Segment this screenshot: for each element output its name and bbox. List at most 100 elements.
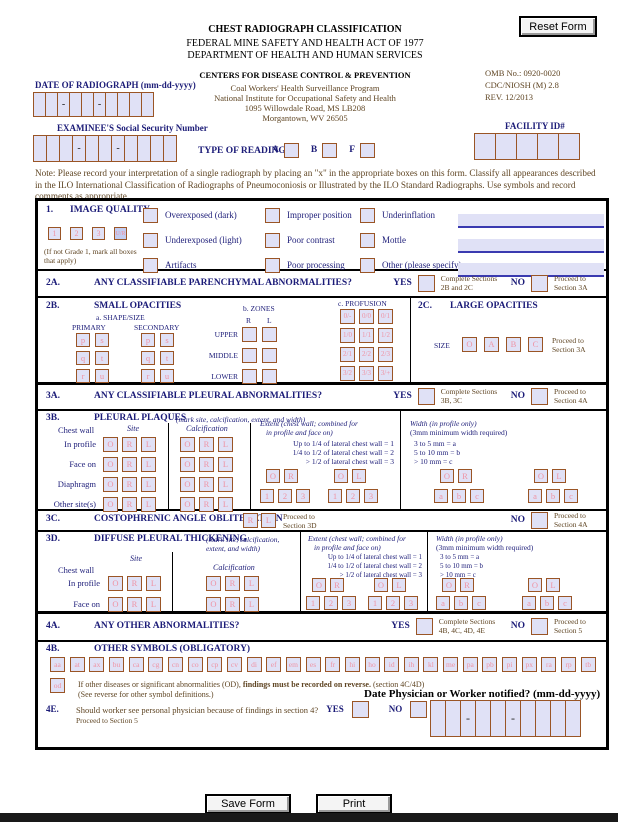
date-cell[interactable] xyxy=(520,700,536,737)
extent-value-checkbox[interactable]: 3 xyxy=(296,489,310,503)
symbol-checkbox[interactable]: pi xyxy=(502,657,518,672)
ssn-cell[interactable] xyxy=(85,135,99,162)
site-checkbox[interactable]: O xyxy=(108,597,123,612)
site-checkbox[interactable]: L xyxy=(141,437,156,452)
quality-option[interactable]: Poor contrast xyxy=(265,233,352,248)
extent-value-checkbox[interactable]: 3 xyxy=(404,596,418,610)
shape-checkbox[interactable]: q xyxy=(76,351,90,365)
quality-checkbox[interactable] xyxy=(265,258,280,273)
yes-checkbox[interactable] xyxy=(417,388,435,405)
symbol-checkbox[interactable]: em xyxy=(285,657,301,672)
date-cell[interactable] xyxy=(550,700,566,737)
width-side-checkbox[interactable]: O xyxy=(534,469,548,483)
symbol-checkbox[interactable]: hi xyxy=(344,657,360,672)
width-side-checkbox[interactable]: O xyxy=(528,578,542,592)
ssn-cell[interactable]: - xyxy=(111,135,125,162)
quality-checkbox[interactable] xyxy=(143,233,158,248)
calcification-checkbox[interactable]: L xyxy=(218,457,233,472)
zone-checkbox[interactable] xyxy=(262,369,277,384)
shape-checkbox[interactable]: t xyxy=(95,351,109,365)
facility-cell[interactable] xyxy=(474,133,496,160)
width-value-checkbox[interactable]: c xyxy=(564,489,578,503)
shape-checkbox[interactable]: r xyxy=(141,369,155,383)
extent-value-checkbox[interactable]: 2 xyxy=(278,489,292,503)
profusion-checkbox[interactable]: 0/- xyxy=(340,309,355,324)
site-checkbox[interactable]: L xyxy=(141,457,156,472)
site-checkbox[interactable]: L xyxy=(141,497,156,512)
site-checkbox[interactable]: L xyxy=(146,597,161,612)
quality-checkbox[interactable] xyxy=(265,208,280,223)
ssn-cell[interactable] xyxy=(59,135,73,162)
yes-checkbox[interactable] xyxy=(417,275,435,292)
ssn-cell[interactable] xyxy=(46,135,60,162)
width-value-checkbox[interactable]: a xyxy=(434,489,448,503)
width-value-checkbox[interactable]: a xyxy=(436,596,450,610)
symbol-checkbox[interactable]: id xyxy=(384,657,400,672)
facility-cell[interactable] xyxy=(495,133,517,160)
no-checkbox[interactable] xyxy=(410,701,428,718)
extent-side-checkbox[interactable]: O xyxy=(266,469,280,483)
symbol-checkbox[interactable]: es xyxy=(305,657,321,672)
calcification-checkbox[interactable]: L xyxy=(218,497,233,512)
width-value-checkbox[interactable]: c xyxy=(470,489,484,503)
grade-checkbox[interactable]: 3 xyxy=(92,227,105,240)
width-value-checkbox[interactable]: b xyxy=(454,596,468,610)
date-cell[interactable] xyxy=(475,700,491,737)
profusion-checkbox[interactable]: 1/0 xyxy=(340,328,355,343)
no-checkbox[interactable] xyxy=(531,388,548,405)
quality-option[interactable]: Artifacts xyxy=(143,258,242,273)
calcification-checkbox[interactable]: L xyxy=(244,597,259,612)
shape-checkbox[interactable]: s xyxy=(160,333,174,347)
site-checkbox[interactable]: R xyxy=(122,457,137,472)
shape-checkbox[interactable]: u xyxy=(160,369,174,383)
symbol-checkbox[interactable]: at xyxy=(69,657,85,672)
ssn-cell[interactable] xyxy=(124,135,138,162)
type-option-checkbox[interactable] xyxy=(360,143,376,158)
symbol-checkbox[interactable]: rp xyxy=(561,657,577,672)
profusion-checkbox[interactable]: 0/1 xyxy=(378,309,393,324)
quality-option[interactable]: Other (please specify) xyxy=(360,258,461,273)
save-form-button[interactable]: Save Form xyxy=(205,794,291,814)
od-checkbox[interactable]: od xyxy=(50,678,65,693)
extent-side-checkbox[interactable]: O xyxy=(334,469,348,483)
quality-option[interactable]: Overexposed (dark) xyxy=(143,208,242,223)
calcification-checkbox[interactable]: O xyxy=(180,437,195,452)
calcification-checkbox[interactable]: L xyxy=(218,437,233,452)
size-checkbox[interactable]: A xyxy=(484,337,499,352)
symbol-checkbox[interactable]: tb xyxy=(580,657,596,672)
zone-checkbox[interactable] xyxy=(242,348,257,363)
symbol-checkbox[interactable]: px xyxy=(521,657,537,672)
site-checkbox[interactable]: O xyxy=(108,576,123,591)
quality-checkbox[interactable] xyxy=(143,258,158,273)
type-option-checkbox[interactable] xyxy=(283,143,299,158)
extent-side-checkbox[interactable]: O xyxy=(312,578,326,592)
shape-checkbox[interactable]: u xyxy=(95,369,109,383)
symbol-checkbox[interactable]: bu xyxy=(108,657,124,672)
site-checkbox[interactable]: O xyxy=(103,457,118,472)
ssn-cell[interactable]: - xyxy=(72,135,86,162)
grade-checkbox[interactable]: 1 xyxy=(48,227,61,240)
width-side-checkbox[interactable]: R xyxy=(460,578,474,592)
quality-other-field-2[interactable] xyxy=(458,239,604,253)
date-notified-grid[interactable]: -- xyxy=(430,700,581,737)
extent-side-checkbox[interactable]: O xyxy=(374,578,388,592)
extent-value-checkbox[interactable]: 1 xyxy=(328,489,342,503)
site-checkbox[interactable]: O xyxy=(103,497,118,512)
calcification-checkbox[interactable]: L xyxy=(218,477,233,492)
site-checkbox[interactable]: L xyxy=(141,477,156,492)
profusion-checkbox[interactable]: 2/1 xyxy=(340,347,355,362)
quality-checkbox[interactable] xyxy=(360,258,375,273)
quality-other-field-1[interactable] xyxy=(458,214,604,228)
site-checkbox[interactable]: R xyxy=(122,437,137,452)
date-cell[interactable] xyxy=(141,92,154,117)
site-checkbox[interactable]: R xyxy=(122,497,137,512)
extent-side-checkbox[interactable]: R xyxy=(284,469,298,483)
calcification-checkbox[interactable]: L xyxy=(244,576,259,591)
symbol-checkbox[interactable]: cg xyxy=(148,657,164,672)
extent-value-checkbox[interactable]: 3 xyxy=(364,489,378,503)
symbol-checkbox[interactable]: co xyxy=(187,657,203,672)
symbol-checkbox[interactable]: cv xyxy=(226,657,242,672)
symbol-checkbox[interactable]: ax xyxy=(89,657,105,672)
width-side-checkbox[interactable]: L xyxy=(552,469,566,483)
facility-cell[interactable] xyxy=(516,133,538,160)
